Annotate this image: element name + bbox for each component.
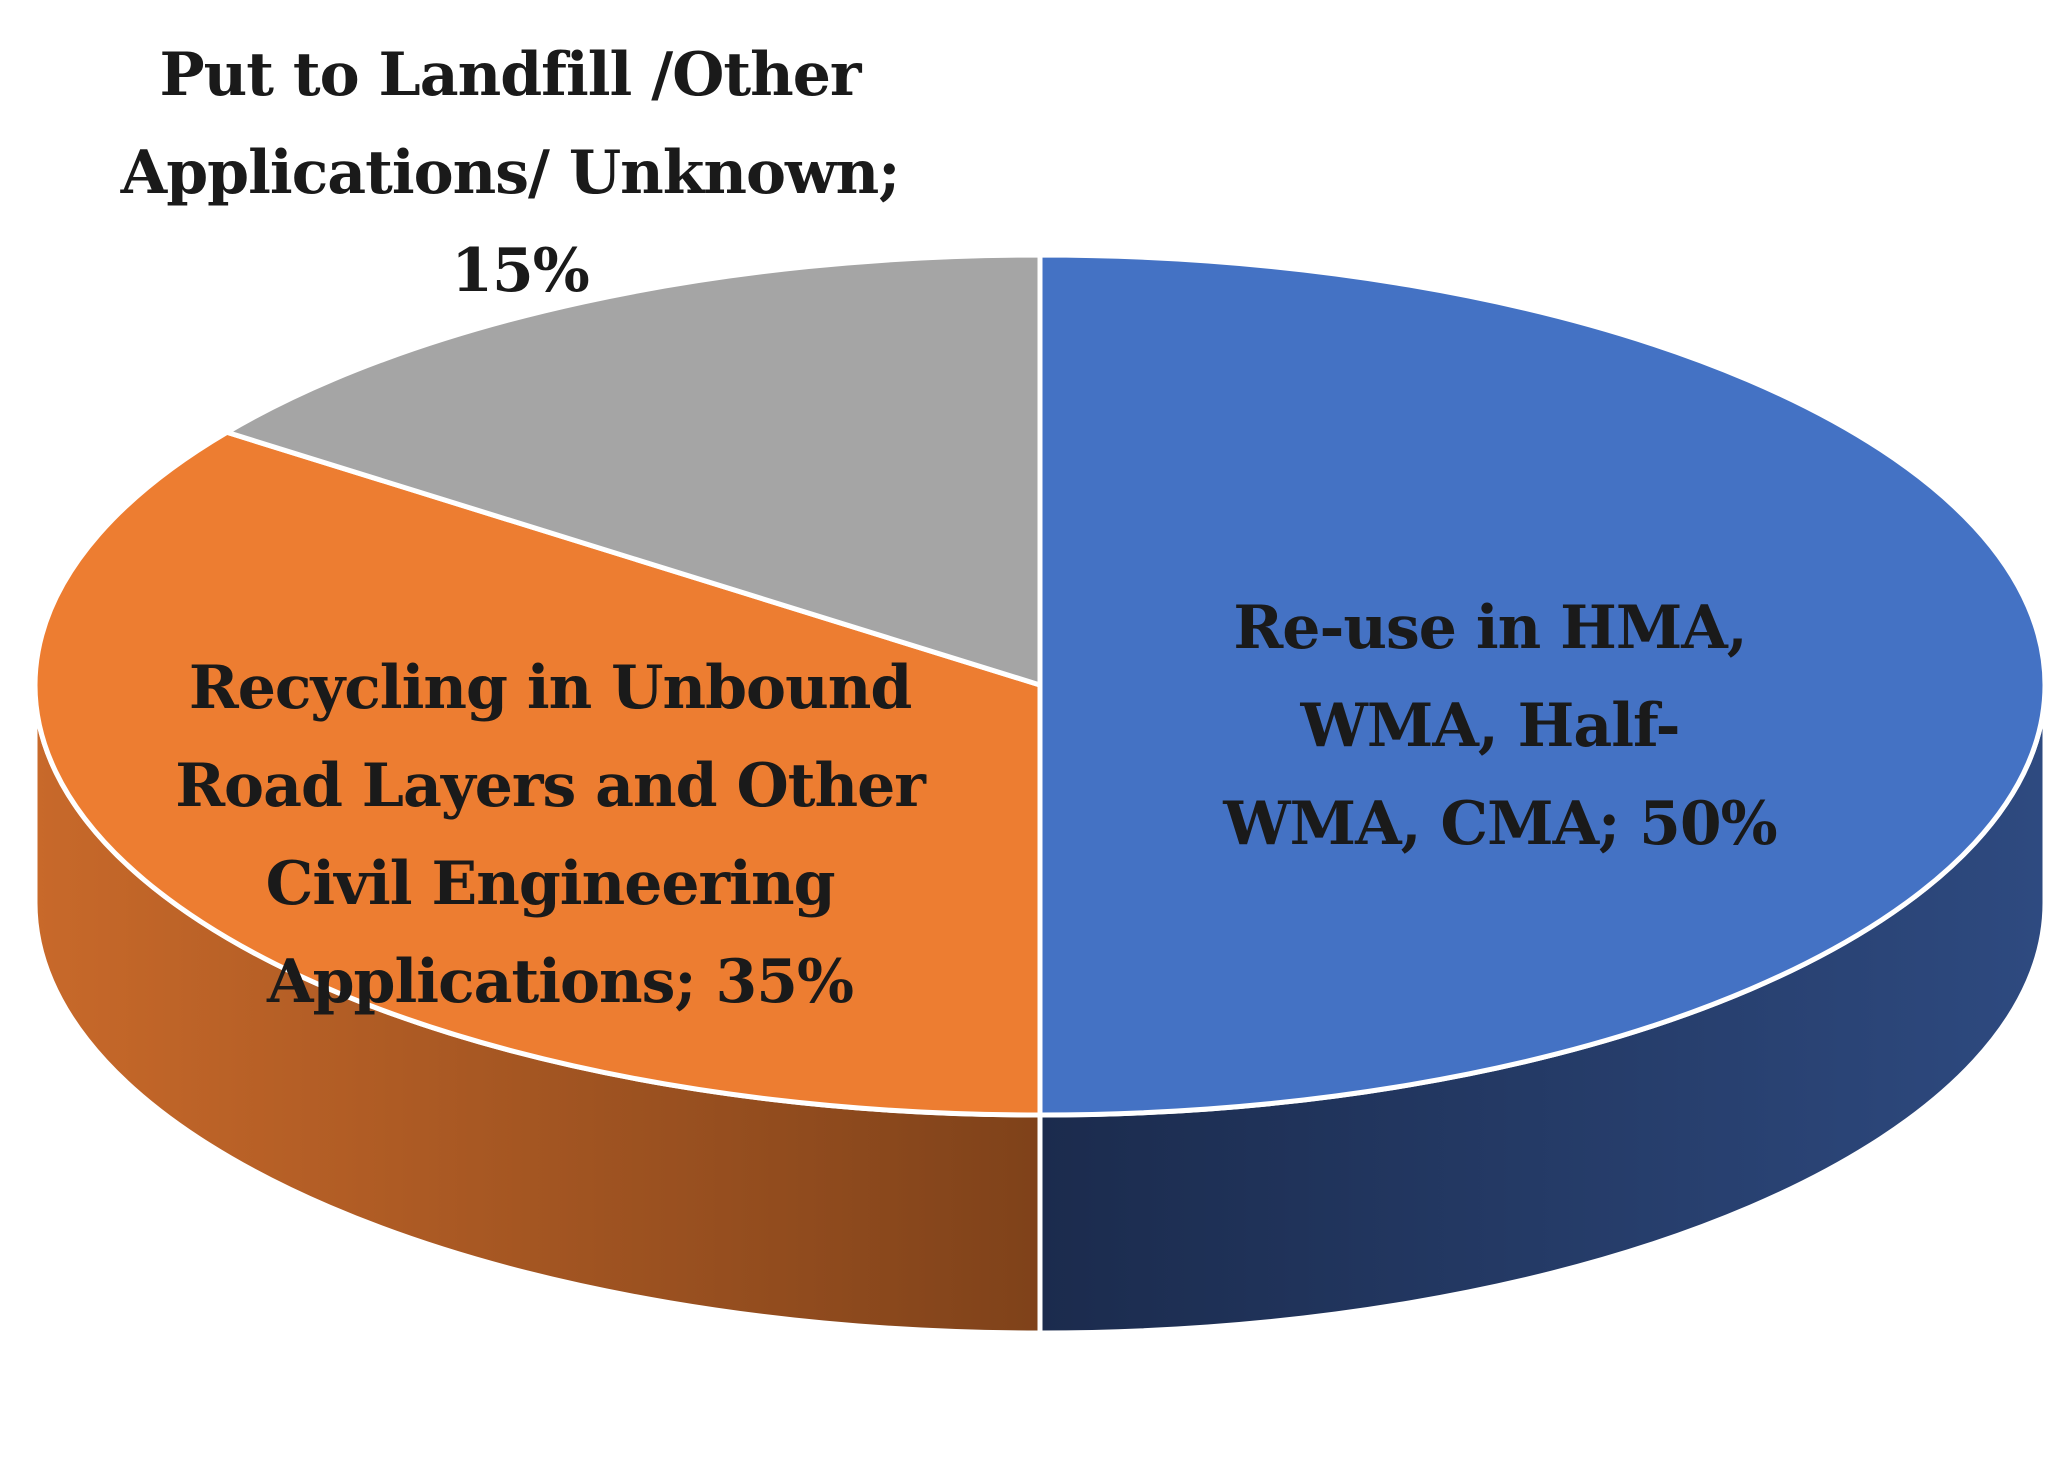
slice-landfill-other — [224, 252, 1043, 688]
slice-labels: Re-use in HMA, WMA, Half- WMA, CMA; 50% … — [120, 40, 1778, 1017]
label-landfill-other: Put to Landfill /Other Applications/ Unk… — [120, 40, 920, 306]
slice-recycling-unbound — [32, 429, 1043, 1118]
pie-top — [32, 252, 2048, 1118]
label-reuse-hma: Re-use in HMA, WMA, Half- WMA, CMA; 50% — [1222, 593, 1776, 859]
slice-reuse-hma — [1037, 252, 2048, 1118]
label-recycling-unbound: Recycling in Unbound Road Layers and Oth… — [175, 653, 945, 1017]
